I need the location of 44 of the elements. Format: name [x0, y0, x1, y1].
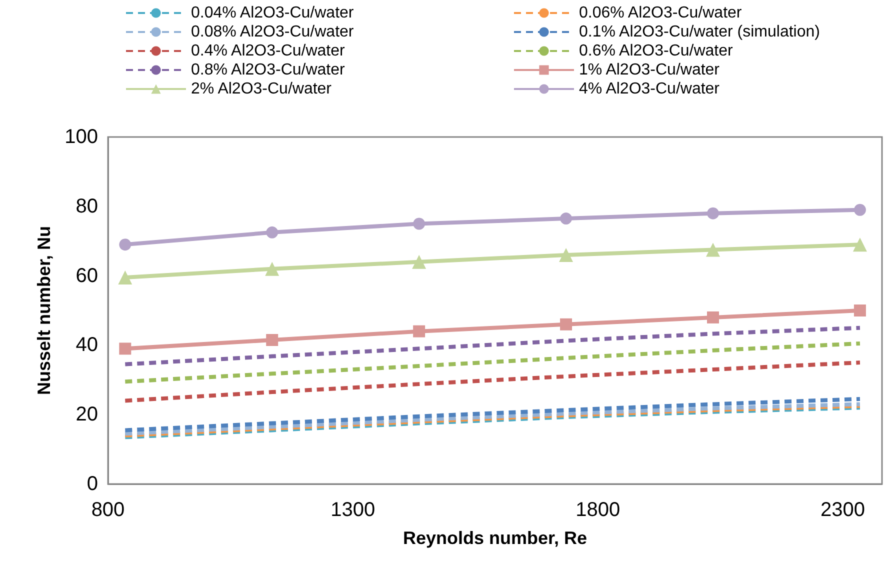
y-tick-label: 60	[76, 264, 98, 287]
legend-label: 2% Al2O3-Cu/water	[191, 80, 332, 98]
point	[560, 212, 572, 225]
y-axis-title: Nusselt number, Nu	[34, 226, 54, 396]
point	[119, 238, 132, 251]
point	[413, 325, 426, 338]
point	[412, 254, 426, 269]
point	[854, 204, 866, 216]
legend-label: 0.8% Al2O3-Cu/water	[191, 62, 346, 78]
line-series	[123, 326, 862, 366]
y-tick-label: 100	[64, 126, 98, 148]
point	[413, 218, 426, 230]
point	[706, 242, 720, 257]
x-axis-title: Reynolds number, Re	[402, 528, 588, 548]
line-series	[123, 341, 862, 384]
legend-label: 0.1% Al2O3-Cu/water (simulation)	[579, 24, 820, 40]
y-tick-label: 40	[76, 334, 98, 356]
point	[266, 226, 278, 238]
point	[266, 334, 278, 346]
point	[707, 207, 719, 220]
point	[706, 311, 719, 324]
point	[265, 262, 280, 276]
legend-label: 0.6% Al2O3-Cu/water	[579, 42, 734, 60]
line-series	[123, 396, 862, 432]
point	[118, 270, 132, 285]
point	[559, 248, 574, 262]
x-tick-label: 1800	[576, 499, 620, 521]
x-tick-label: 800	[91, 499, 125, 521]
point	[852, 238, 867, 252]
legend-label: 0.4% Al2O3-Cu/water	[191, 42, 346, 60]
point	[854, 304, 866, 316]
legend-label: 4% Al2O3-Cu/water	[579, 80, 720, 98]
y-tick-label: 0	[86, 473, 98, 495]
legend-label: 0.08% Al2O3-Cu/water	[191, 24, 354, 40]
x-tick-label: 2300	[820, 499, 866, 521]
x-tick-label: 1300	[330, 499, 376, 521]
y-tick-label: 20	[76, 404, 98, 426]
legend-label: 0.06% Al2O3-Cu/water	[579, 4, 742, 22]
y-tick-label: 80	[76, 195, 98, 218]
point	[560, 318, 572, 330]
legend-label: 0.04% Al2O3-Cu/water	[191, 4, 354, 22]
line-series	[123, 360, 862, 403]
point	[119, 342, 132, 355]
legend-label: 1% Al2O3-Cu/water	[579, 62, 720, 78]
